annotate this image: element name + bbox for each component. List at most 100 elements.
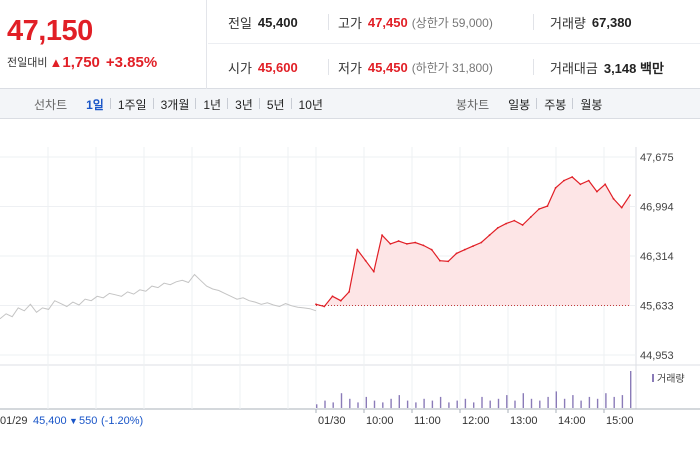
volume-bar	[415, 402, 417, 408]
price-point	[596, 190, 598, 193]
volume-bar	[448, 402, 450, 408]
line-chart-label: 선차트	[34, 97, 68, 112]
price-box: 47,150 전일대비 ▲1,750 +3.85%	[0, 0, 207, 89]
volume-bar	[324, 400, 326, 408]
low-label: 저가	[338, 60, 362, 76]
y-tick-label: 46,994	[640, 202, 674, 214]
tab-period-4[interactable]: 3년	[227, 96, 260, 113]
change-row: 전일대비 ▲1,750 +3.85%	[7, 54, 157, 71]
price-point	[563, 179, 565, 182]
price-point	[505, 222, 507, 225]
up-arrow-icon: ▲	[49, 55, 63, 70]
volume-bar	[539, 400, 541, 408]
chart-tab-bar: 선차트 1일 1주일 3개월 1년 3년 5년 10년 봉차트 일봉 주봉 월봉	[0, 89, 700, 119]
prev-close-cell: 전일 45,400	[228, 0, 298, 44]
volume-bar	[373, 400, 376, 408]
volume-bar	[357, 402, 359, 408]
upper-limit: (상한가 59,000)	[411, 15, 493, 30]
price-point	[571, 176, 574, 178]
x-tick-label: 13:00	[510, 415, 538, 427]
amount-label: 거래대금	[550, 60, 598, 76]
open-cell: 시가 45,600	[228, 45, 298, 89]
volume-bar	[506, 395, 508, 408]
high-cell: 고가 47,450 (상한가 59,000)	[338, 0, 493, 44]
price-point	[406, 243, 408, 245]
y-tick-label: 47,675	[640, 152, 674, 164]
volume-bar	[588, 396, 591, 408]
price-point	[397, 240, 400, 242]
info-row-1: 전일 45,400 고가 47,450 (상한가 59,000) 거래량 67,…	[208, 0, 700, 44]
tab-period-3[interactable]: 1년	[195, 96, 228, 113]
open-value: 45,600	[257, 59, 298, 75]
volume-legend-label: 거래량	[657, 373, 685, 385]
divider	[533, 59, 534, 75]
x-tick-label: 11:00	[414, 415, 441, 427]
volume-bar	[349, 398, 351, 409]
divider	[328, 59, 329, 75]
chart-area: 47,675 46,994 46,314 45,633 44,953 거래량 01/30 10…	[0, 119, 700, 450]
volume-bar	[316, 404, 318, 408]
prev-day-date: 01/29	[0, 415, 28, 427]
volume-bar	[431, 400, 434, 408]
volume-bar	[456, 400, 458, 408]
price-point	[315, 303, 317, 306]
x-tick-label: 01/30	[318, 415, 346, 427]
change-value: 1,750	[62, 54, 100, 71]
prev-close-value: 45,400	[257, 14, 298, 30]
volume-bar	[365, 396, 367, 408]
price-point	[480, 241, 483, 244]
tab-candle-2[interactable]: 월봉	[572, 96, 609, 113]
price-point	[430, 248, 433, 251]
amount-cell: 거래대금 3,148 백만	[550, 45, 664, 89]
volume-bar	[572, 395, 574, 408]
low-value: 45,450	[367, 59, 408, 75]
volume-bar	[580, 400, 582, 408]
prev-close-label: 전일	[228, 15, 252, 31]
amount-value: 3,148 백만	[603, 60, 664, 76]
tab-period-5[interactable]: 5년	[258, 96, 292, 113]
volume-bar	[547, 396, 549, 408]
volume-bar	[406, 400, 409, 408]
quote-panel: 47,150 전일대비 ▲1,750 +3.85% 전일 45,400 고가 47,…	[0, 0, 700, 89]
volume-bar	[464, 398, 467, 409]
volume-bar	[621, 395, 624, 408]
change-percent: +3.85%	[105, 54, 158, 71]
price-point	[472, 245, 474, 247]
tab-period-2[interactable]: 3개월	[152, 96, 197, 113]
tab-candle-0[interactable]: 일봉	[508, 97, 531, 112]
price-point	[414, 241, 417, 244]
divider	[533, 14, 534, 30]
price-chart: 47,675 46,994 46,314 45,633 44,953 거래량 01/30 10…	[0, 147, 700, 427]
price-point	[612, 197, 615, 200]
quote-info-grid: 전일 45,400 고가 47,450 (상한가 59,000) 거래량 67,…	[208, 0, 700, 89]
volume-bar	[497, 398, 500, 409]
price-point	[348, 291, 350, 293]
tab-period-6[interactable]: 10년	[290, 96, 330, 113]
volume-bar	[596, 398, 599, 409]
volume-bar	[563, 398, 566, 409]
volume-bar	[481, 396, 483, 408]
volume-bar	[390, 398, 392, 409]
price-point	[339, 299, 342, 302]
tab-period-0[interactable]: 1일	[86, 97, 104, 112]
price-point	[620, 206, 623, 209]
price-point	[538, 208, 540, 210]
price-point	[488, 234, 491, 237]
price-point	[587, 179, 590, 182]
price-point	[447, 260, 450, 263]
open-label: 시가	[228, 60, 252, 76]
line-chart-tabs: 선차트 1일 1주일 3개월 1년 3년 5년 10년	[34, 89, 330, 119]
tab-period-1[interactable]: 1주일	[109, 96, 154, 113]
lower-limit: (하한가 31,800)	[411, 60, 493, 75]
price-point	[521, 224, 524, 226]
price-point	[513, 219, 516, 222]
volume-bar	[473, 402, 475, 408]
volume-bar	[530, 398, 533, 409]
tab-candle-1[interactable]: 주봉	[536, 96, 573, 113]
price-point	[331, 295, 334, 298]
price-point	[422, 244, 425, 247]
prev-day-change-pct: (-1.20%)	[101, 415, 143, 427]
volume-bar	[439, 396, 442, 408]
price-point	[381, 234, 383, 237]
volume-bar	[555, 391, 557, 409]
